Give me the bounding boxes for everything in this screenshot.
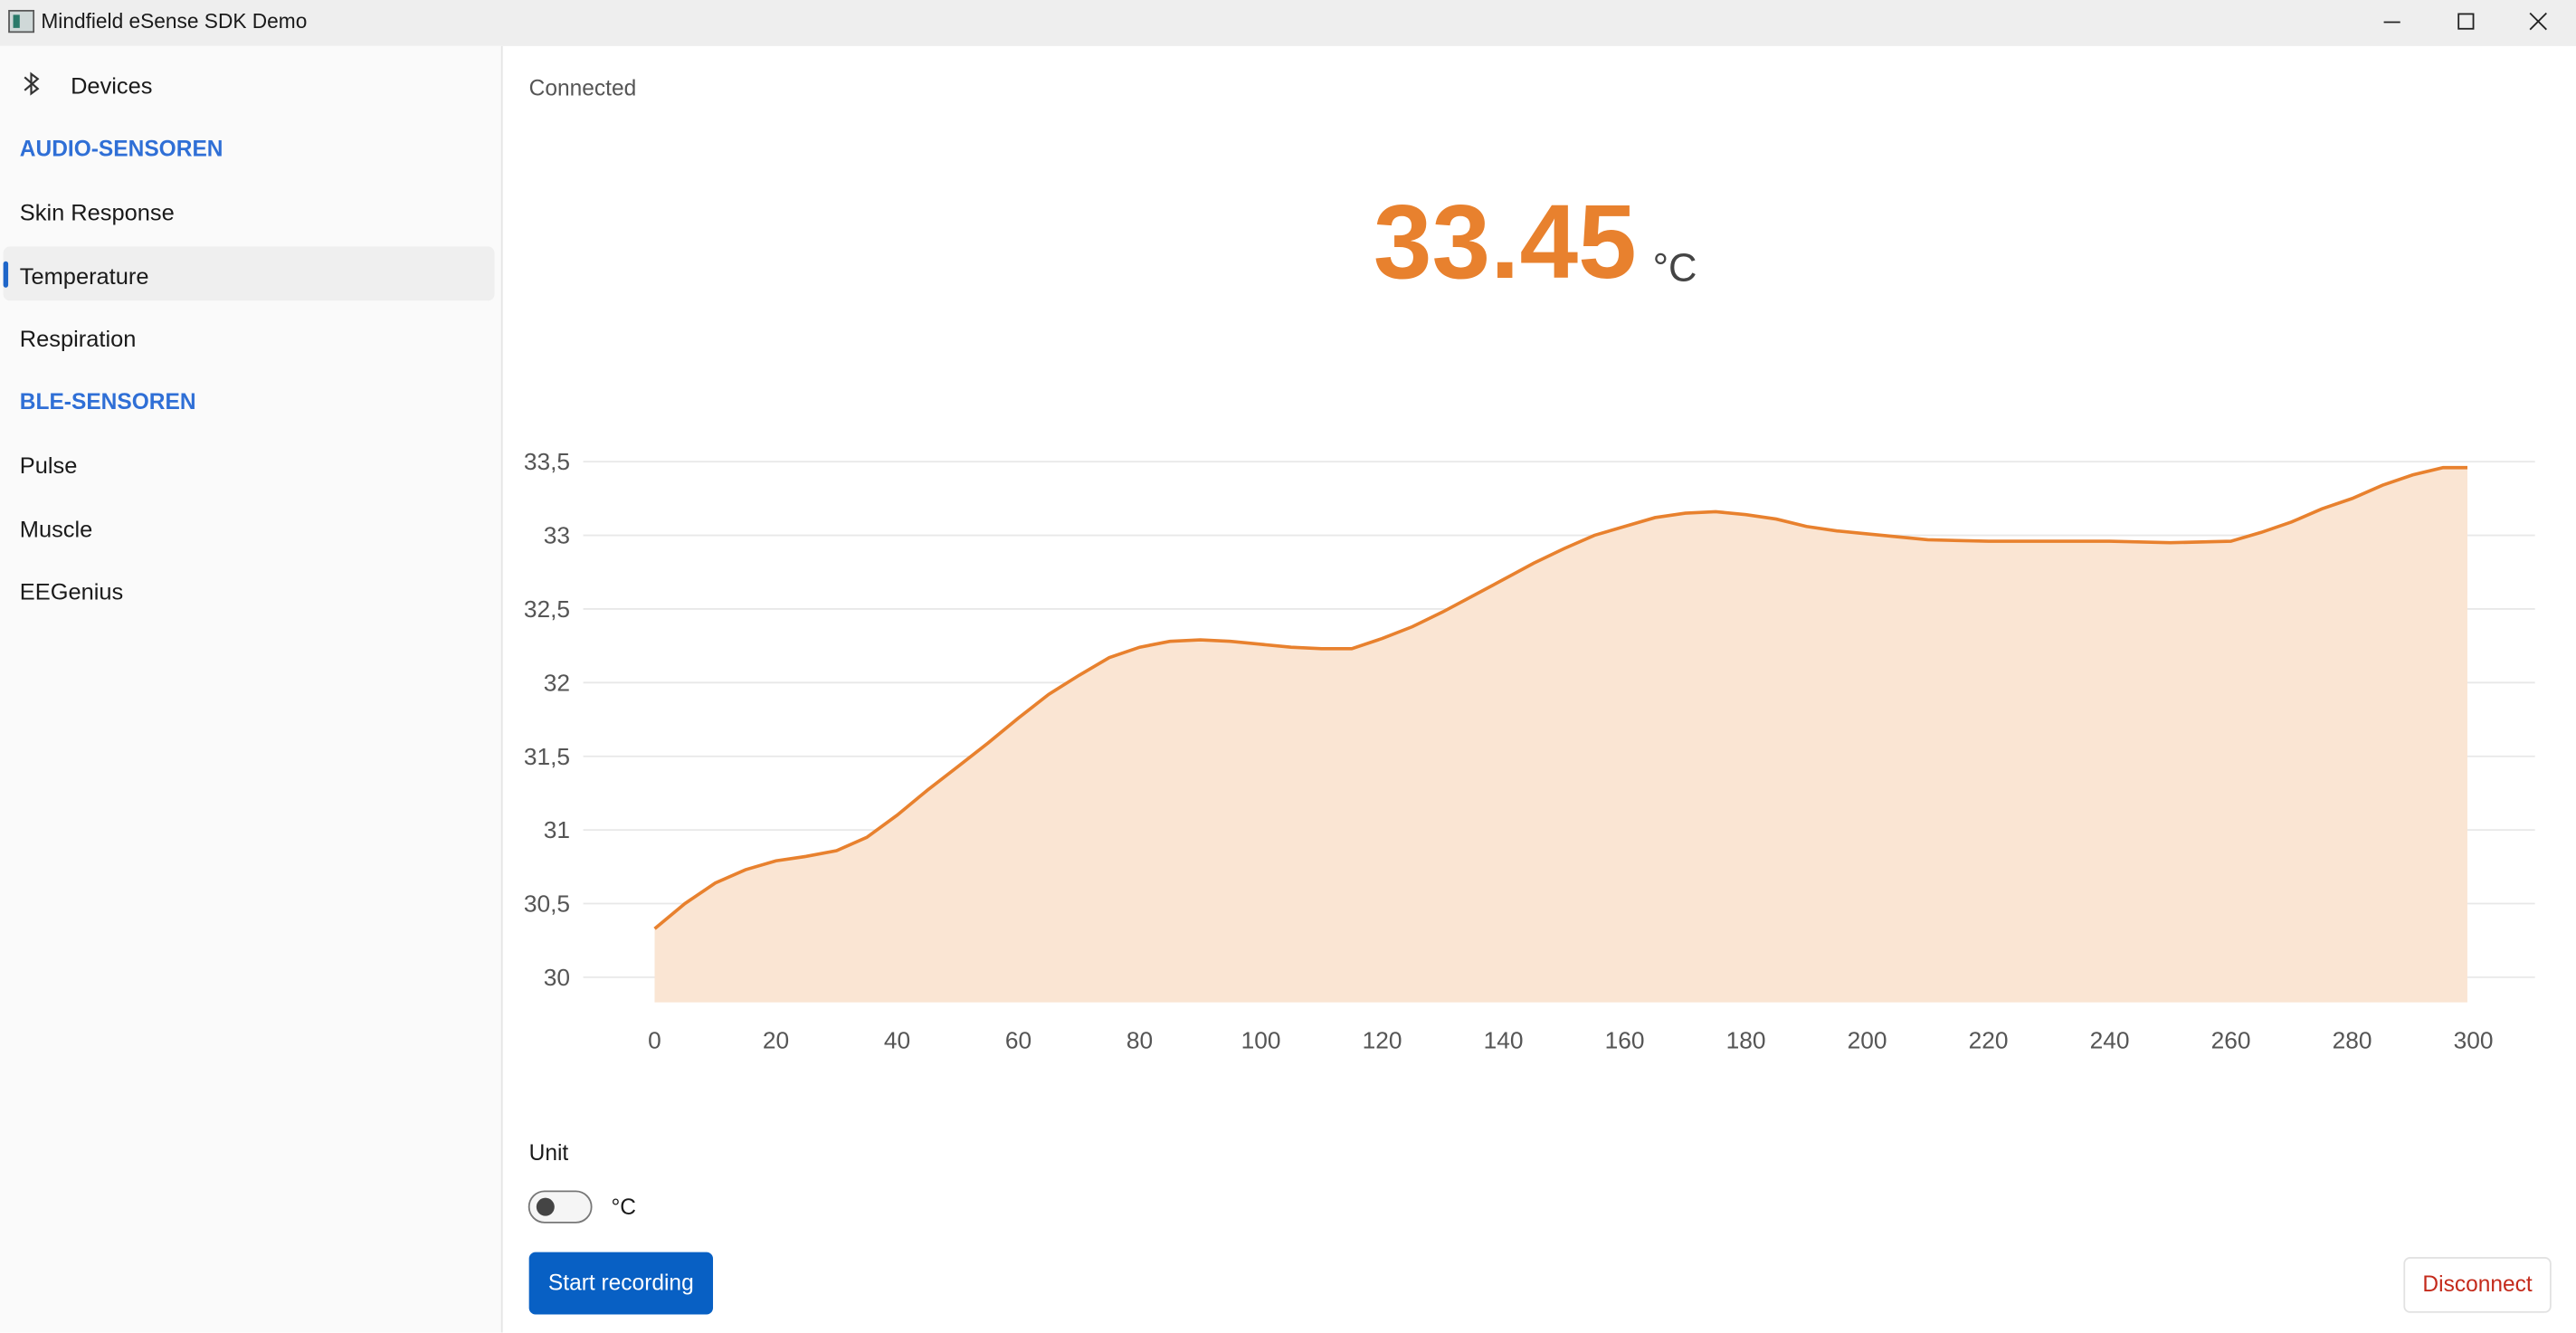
reading-unit: °C <box>1652 246 1697 291</box>
x-tick-label: 20 <box>763 1026 789 1053</box>
nav-item[interactable]: Skin Response <box>19 198 175 225</box>
y-tick-label: 31 <box>544 816 570 843</box>
toggle-label: °C <box>611 1195 636 1220</box>
start-button[interactable]: Start recording <box>528 1252 714 1315</box>
bluetooth-icon <box>24 71 40 96</box>
x-tick-label: 160 <box>1605 1026 1645 1053</box>
y-tick-label: 33,5 <box>524 448 570 475</box>
x-tick-label: 120 <box>1363 1026 1402 1053</box>
y-tick-label: 32,5 <box>524 595 570 623</box>
x-tick-label: 240 <box>2090 1026 2130 1053</box>
y-tick-label: 33 <box>544 522 570 549</box>
line <box>653 465 2467 930</box>
x-tick-label: 0 <box>648 1026 661 1053</box>
x-tick-label: 300 <box>2454 1026 2494 1053</box>
selection-indicator <box>3 261 9 288</box>
reading-value: 33.45 <box>1373 182 1637 301</box>
x-tick-label: 140 <box>1484 1026 1524 1053</box>
nav-devices[interactable]: Devices <box>71 71 153 99</box>
selected-highlight <box>3 246 495 301</box>
section-title: AUDIO-SENSOREN <box>19 136 223 161</box>
y-tick-label: 31,5 <box>524 743 570 770</box>
y-tick-label: 30 <box>544 964 570 991</box>
x-tick-label: 60 <box>1005 1026 1031 1053</box>
x-tick-label: 80 <box>1126 1026 1153 1053</box>
y-tick-label: 30,5 <box>524 890 570 918</box>
app-icon <box>8 9 35 33</box>
unit-label: Unit <box>528 1140 569 1166</box>
window-controls[interactable] <box>2366 0 2576 46</box>
status: Connected <box>528 75 637 100</box>
nav-item[interactable]: Pulse <box>19 452 78 479</box>
x-tick-label: 100 <box>1241 1026 1281 1053</box>
x-tick-label: 180 <box>1726 1026 1766 1053</box>
x-tick-label: 280 <box>2333 1026 2372 1053</box>
x-tick-label: 200 <box>1848 1026 1887 1053</box>
disconnect-button[interactable]: Disconnect <box>2403 1257 2552 1313</box>
area <box>654 467 2468 1003</box>
x-tick-label: 220 <box>1969 1026 2009 1053</box>
nav-item[interactable]: Temperature <box>19 262 149 290</box>
x-tick-label: 260 <box>2211 1026 2251 1053</box>
y-tick-label: 32 <box>544 669 570 696</box>
section-title: BLE-SENSOREN <box>19 389 196 414</box>
window-title: Mindfield eSense SDK Demo <box>41 9 308 33</box>
sidebar: Devices AUDIO-SENSOREN Skin Response Tem… <box>0 45 503 1333</box>
title-bar: Mindfield eSense SDK Demo <box>0 0 2576 46</box>
nav-item[interactable]: Muscle <box>19 516 93 543</box>
x-tick-label: 40 <box>884 1026 910 1053</box>
nav-item[interactable]: Respiration <box>19 325 137 352</box>
unit-toggle[interactable] <box>528 1190 596 1226</box>
nav-item[interactable]: EEGenius <box>19 578 124 605</box>
